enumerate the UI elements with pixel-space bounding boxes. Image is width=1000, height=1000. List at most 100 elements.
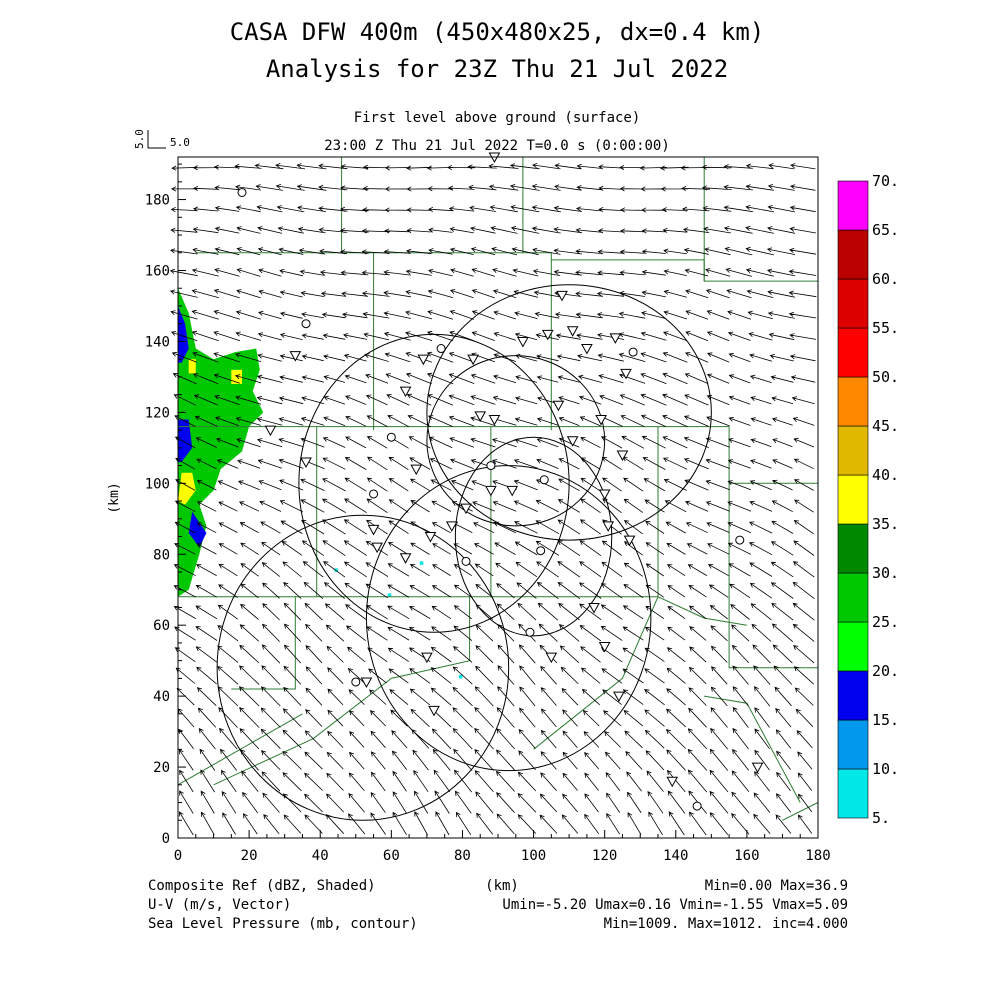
colorbar-label: 45. bbox=[872, 417, 899, 435]
station-circle-marker bbox=[461, 556, 471, 566]
station-circle-marker bbox=[692, 801, 702, 811]
station-triangle-marker bbox=[421, 652, 433, 664]
y-tick-label: 20 bbox=[153, 760, 170, 776]
pressure-contour bbox=[454, 436, 613, 637]
station-triangle-marker bbox=[424, 532, 437, 543]
colorbar-label: 35. bbox=[872, 515, 899, 533]
x-tick-label: 80 bbox=[454, 848, 471, 864]
x-tick-label: 0 bbox=[174, 848, 182, 864]
colorbar-bin bbox=[837, 621, 869, 672]
x-axis-unit-label: (km) bbox=[485, 878, 519, 894]
county-boundary bbox=[231, 596, 296, 690]
x-tick-label: 60 bbox=[383, 848, 400, 864]
station-triangle-marker bbox=[545, 652, 558, 664]
colorbar-label: 10. bbox=[872, 760, 899, 778]
station-triangle-marker bbox=[598, 489, 611, 500]
colorbar-bin bbox=[837, 425, 869, 476]
x-tick-label: 120 bbox=[592, 848, 617, 864]
station-triangle-marker bbox=[666, 776, 679, 788]
wind-vectors bbox=[169, 163, 817, 836]
chart-title-line-1: CASA DFW 400m (450x480x25, dx=0.4 km) bbox=[230, 18, 765, 46]
footer-left-1: Composite Ref (dBZ, Shaded) bbox=[148, 878, 376, 894]
station-triangle-marker bbox=[417, 354, 430, 366]
colorbar-bin bbox=[837, 474, 869, 525]
station-circle-marker bbox=[301, 319, 311, 329]
colorbar-bin bbox=[837, 523, 869, 574]
station-triangle-marker bbox=[410, 464, 423, 476]
colorbar-label: 40. bbox=[872, 466, 899, 484]
vector-ref-x-label: 5.0 bbox=[170, 136, 190, 149]
footer-left-2: U-V (m/s, Vector) bbox=[148, 897, 291, 913]
station-circle-marker bbox=[369, 489, 379, 499]
colorbar-label: 25. bbox=[872, 613, 899, 631]
reflectivity-region-cyan bbox=[419, 561, 424, 565]
station-triangle-marker bbox=[602, 521, 615, 532]
station-triangle-marker bbox=[371, 542, 383, 554]
y-tick-label: 60 bbox=[153, 618, 170, 634]
chart-title-line-2: Analysis for 23Z Thu 21 Jul 2022 bbox=[266, 55, 728, 83]
pressure-contours bbox=[216, 284, 712, 821]
y-tick-label: 160 bbox=[145, 264, 170, 280]
county-boundary bbox=[533, 596, 659, 750]
x-tick-label: 100 bbox=[521, 848, 546, 864]
y-tick-label: 0 bbox=[162, 831, 170, 847]
colorbar-bin bbox=[837, 670, 869, 721]
station-circle-marker bbox=[386, 432, 396, 442]
station-triangle-marker bbox=[289, 351, 302, 362]
colorbar-bin bbox=[837, 229, 869, 280]
vector-reference-key: 5.0 5.0 bbox=[133, 129, 190, 149]
reflectivity-region-green bbox=[178, 288, 264, 597]
station-triangle-marker bbox=[506, 485, 519, 497]
county-boundary bbox=[178, 426, 818, 484]
y-tick-label: 100 bbox=[145, 476, 170, 492]
station-triangle-marker bbox=[445, 521, 458, 532]
station-circle-marker bbox=[525, 627, 535, 637]
colorbar-bin bbox=[837, 180, 869, 231]
reflectivity-region-blue bbox=[178, 306, 189, 363]
x-tick-label: 40 bbox=[312, 848, 329, 864]
y-tick-label: 80 bbox=[153, 547, 170, 563]
pressure-contour bbox=[298, 333, 570, 633]
colorbar-bin bbox=[837, 278, 869, 329]
reflectivity-region-cyan bbox=[458, 674, 463, 679]
station-circle-marker bbox=[436, 344, 446, 354]
colorbar-label: 15. bbox=[872, 711, 899, 729]
station-circle-marker bbox=[536, 546, 546, 556]
pressure-contour bbox=[216, 514, 510, 821]
station-triangle-marker bbox=[566, 326, 579, 337]
station-triangle-marker bbox=[620, 368, 632, 380]
station-triangle-marker bbox=[367, 524, 380, 536]
colorbar-label: 5. bbox=[872, 809, 890, 827]
station-markers bbox=[237, 152, 764, 811]
x-tick-label: 160 bbox=[734, 848, 759, 864]
reflectivity-region-yellow bbox=[188, 359, 196, 374]
station-triangle-marker bbox=[300, 457, 312, 469]
y-tick-label: 40 bbox=[153, 689, 170, 705]
colorbar-label: 20. bbox=[872, 662, 899, 680]
colorbar-label: 30. bbox=[872, 564, 899, 582]
station-triangle-marker bbox=[488, 414, 501, 426]
station-triangle-marker bbox=[552, 400, 565, 412]
station-circle-marker bbox=[237, 187, 247, 197]
station-triangle-marker bbox=[751, 762, 764, 774]
wind-vector-field bbox=[169, 163, 817, 836]
plot-background bbox=[178, 157, 818, 838]
station-triangle-marker bbox=[566, 436, 579, 447]
station-triangle-marker bbox=[428, 705, 440, 717]
colorbar-label: 55. bbox=[872, 319, 899, 337]
vector-ref-y-label: 5.0 bbox=[133, 129, 146, 149]
station-circle-marker bbox=[486, 461, 496, 471]
reflectivity-region-blue bbox=[188, 511, 207, 548]
colorbar-label: 65. bbox=[872, 221, 899, 239]
x-tick-label: 20 bbox=[241, 848, 258, 864]
station-circle-marker bbox=[351, 677, 361, 687]
y-tick-label: 120 bbox=[145, 405, 170, 421]
plot-area: 0 20 40 60 80 100 120 140 160 180 0 20 40 60 80 100 120 1… bbox=[145, 152, 831, 864]
station-triangle-marker bbox=[588, 602, 600, 614]
pressure-contour bbox=[426, 284, 712, 541]
station-triangle-marker bbox=[474, 411, 487, 422]
station-triangle-marker bbox=[616, 450, 629, 461]
reflectivity-region-cyan bbox=[387, 593, 392, 597]
reflectivity-region-yellow bbox=[178, 472, 196, 505]
